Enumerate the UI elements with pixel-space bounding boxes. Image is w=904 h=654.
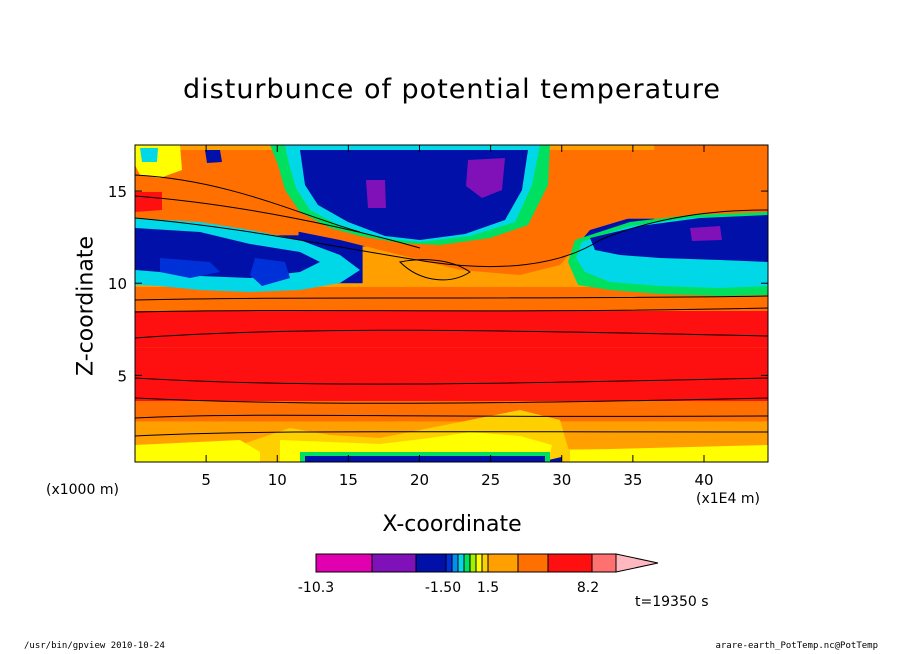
- colorbar-bin: [469, 553, 477, 573]
- y-tick-label: 5: [117, 367, 127, 385]
- contour-line: [135, 397, 768, 404]
- colorbar-bin: [457, 553, 465, 573]
- colorbar-bin: [445, 553, 453, 573]
- colorbar-labels: -10.3 -1.50 1.5 8.2: [298, 580, 599, 596]
- left-blue-core-2: [250, 258, 290, 286]
- colorbar: [315, 553, 659, 573]
- colorbar-bin: [547, 553, 593, 573]
- x-tick-label: 30: [552, 471, 571, 489]
- contour-line: [135, 329, 768, 339]
- lower-blue-band: [305, 456, 545, 462]
- x-tick-label: 10: [268, 471, 287, 489]
- time-label: t=19350 s: [635, 594, 709, 610]
- y-axis-label: Z-coordinate: [73, 236, 99, 376]
- x-tick-label: 35: [623, 471, 642, 489]
- contour-line: [398, 259, 471, 281]
- colorbar-label: -10.3: [298, 580, 334, 596]
- colorbar-bin: [415, 553, 447, 573]
- colorbar-bin: [315, 553, 373, 573]
- field-region: [135, 310, 768, 348]
- top-purple-core: [466, 158, 505, 198]
- colorbar-label: -1.50: [425, 580, 461, 596]
- field-region: [135, 286, 768, 311]
- colorbar-bin: [487, 553, 519, 573]
- lower-left-yellow: [135, 440, 260, 462]
- y-axis: 5 10 15: [108, 183, 768, 385]
- colorbar-bin: [463, 553, 471, 573]
- footer-right: arare-earth_PotTemp.nc@PotTemp: [715, 641, 878, 651]
- contour-lines: [135, 174, 768, 437]
- x-tick-label: 40: [694, 471, 713, 489]
- colorbar-label: 1.5: [477, 580, 499, 596]
- contour-line: [135, 195, 421, 249]
- right-purple-core: [690, 226, 722, 241]
- x-axis: 5 10 15 20 25 30 35 40: [201, 145, 714, 489]
- x-tick-label: 5: [201, 471, 211, 489]
- contour-line: [135, 307, 768, 313]
- contour-line: [135, 174, 361, 233]
- contour-line: [135, 377, 768, 385]
- left-red-patch: [135, 192, 162, 212]
- x-tick-label: 15: [339, 471, 358, 489]
- footer-left: /usr/bin/gpview 2010-10-24: [24, 641, 165, 651]
- colorbar-label: 8.2: [577, 580, 599, 596]
- x-axis-label: X-coordinate: [382, 512, 522, 537]
- y-tick-label: 15: [108, 183, 127, 201]
- field-region: [135, 401, 768, 422]
- colorbar-bin: [451, 553, 459, 573]
- contour-line: [135, 431, 768, 437]
- top-purple-core-2: [366, 180, 386, 208]
- contour-line: [135, 414, 768, 419]
- colorbar-bin: [517, 553, 549, 573]
- top-right-orange: [678, 145, 768, 208]
- colorbar-bin: [371, 553, 417, 573]
- chart-title: disturbunce of potential temperature: [183, 74, 721, 105]
- x-tick-label: 20: [410, 471, 429, 489]
- lower-field-details: [135, 410, 768, 462]
- top-left-cyan: [140, 148, 158, 162]
- small-blue-patch: [205, 150, 222, 163]
- y-unit-label: (x1E4 m): [696, 491, 760, 507]
- lower-right-yellow: [570, 445, 768, 462]
- y-tick-label: 10: [108, 275, 127, 293]
- left-blue-core: [160, 258, 220, 278]
- upper-field-details: [135, 145, 768, 296]
- plot-frame: [134, 144, 769, 463]
- contour-line: [135, 295, 768, 301]
- colorbar-arrow: [615, 553, 659, 573]
- colorbar-bin: [475, 553, 483, 573]
- contour-line: [135, 209, 768, 268]
- x-tick-label: 25: [481, 471, 500, 489]
- right-blue-region: [590, 215, 768, 262]
- colorbar-bin: [591, 553, 617, 573]
- x-unit-label: (x1000 m): [46, 482, 119, 498]
- colorbar-bin: [481, 553, 489, 573]
- plot-area: [135, 145, 768, 462]
- field-region: [135, 347, 768, 402]
